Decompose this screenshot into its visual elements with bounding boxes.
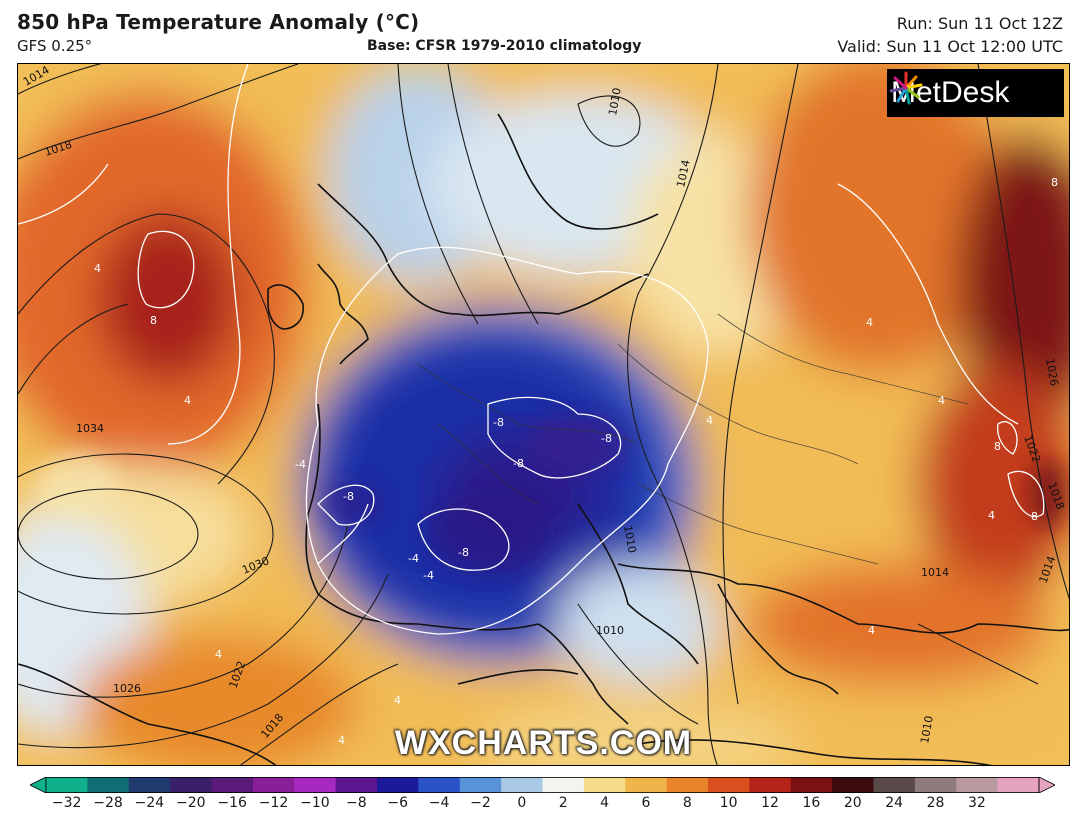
- isobar-label: 1034: [76, 422, 104, 435]
- run-time-label: Run: Sun 11 Oct 12Z: [896, 14, 1063, 33]
- colorbar: [30, 777, 1055, 793]
- colorbar-tick-label: −8: [345, 795, 367, 811]
- colorbar-tick-label: −28: [93, 795, 123, 811]
- metdesk-starburst-icon: [889, 71, 923, 105]
- anomaly-label: 4: [394, 694, 401, 707]
- anomaly-label: 4: [184, 394, 191, 407]
- wxcharts-watermark: WXCHARTS.COM: [394, 724, 693, 762]
- colorbar-segment: [418, 777, 461, 793]
- anomaly-label: 4: [868, 624, 875, 637]
- colorbar-tick-label: 28: [926, 795, 945, 811]
- colorbar-segment: [377, 777, 419, 793]
- anomaly-label: 4: [706, 414, 713, 427]
- anomaly-label: 4: [988, 509, 995, 522]
- anomaly-label: 4: [938, 394, 945, 407]
- colorbar-segment: [583, 777, 626, 793]
- anomaly-map: 1014 1018 1010 1014 1034 1030 1026 1022 …: [17, 63, 1070, 766]
- anomaly-contours: [18, 64, 1045, 635]
- colorbar-tick-label: −24: [134, 795, 165, 811]
- anomaly-label: 4: [338, 734, 345, 747]
- colorbar-segment: [666, 777, 709, 793]
- country-borders: [417, 313, 969, 565]
- anomaly-label: -8: [458, 546, 469, 559]
- anomaly-label: 8: [1051, 176, 1058, 189]
- colorbar-tick-label: −32: [51, 795, 82, 811]
- anomaly-label: -8: [601, 432, 612, 445]
- colorbar-tick-label: −4: [428, 795, 450, 811]
- colorbar-segment: [956, 777, 999, 793]
- metdesk-logo: MetDesk: [887, 69, 1064, 117]
- colorbar-tick-label: −16: [217, 795, 247, 811]
- anomaly-label: -4: [423, 569, 434, 582]
- colorbar-tick-label: −10: [300, 795, 330, 811]
- colorbar-tick-label: −12: [258, 795, 289, 811]
- anomaly-label: 4: [866, 316, 873, 329]
- anomaly-field: [18, 64, 1069, 765]
- colorbar-segment: [87, 777, 130, 793]
- colorbar-segment: [252, 777, 295, 793]
- colorbar-max-arrow: [1038, 777, 1055, 793]
- model-label: GFS 0.25°: [17, 37, 93, 55]
- isobar-label: 1010: [596, 624, 624, 637]
- colorbar-tick-label: −2: [470, 795, 491, 811]
- colorbar-segment: [211, 777, 254, 793]
- anomaly-label: 4: [215, 648, 222, 661]
- climatology-base-label: Base: CFSR 1979-2010 climatology: [367, 38, 642, 54]
- anomaly-labels: 8 4 4 -4 -8 -8 -8 -8 -8 -4 -4 4 4 8 8 8 …: [94, 176, 1058, 747]
- anomaly-label: -4: [295, 458, 306, 471]
- colorbar-segment: [294, 777, 337, 793]
- colorbar-segment: [790, 777, 833, 793]
- colorbar-segment: [708, 777, 750, 793]
- colorbar-tick-label: 10: [719, 795, 738, 811]
- colorbar-segment: [542, 777, 585, 793]
- colorbar-segment: [625, 777, 668, 793]
- map-canvas: 1014 1018 1010 1014 1034 1030 1026 1022 …: [18, 64, 1069, 765]
- colorbar-tick-label: 32: [968, 795, 986, 811]
- anomaly-label: -8: [343, 490, 354, 503]
- anomaly-label: 8: [1031, 510, 1038, 523]
- isobar-label: 1010: [606, 87, 624, 117]
- colorbar-tick-label: 2: [558, 795, 568, 811]
- colorbar-tick-label: 0: [517, 795, 527, 811]
- anomaly-label: 4: [94, 262, 101, 275]
- isobar-label: 1014: [674, 159, 693, 189]
- colorbar-tick-label: 4: [600, 795, 610, 811]
- coastlines: [18, 113, 1069, 765]
- colorbar-tick-label: 12: [761, 795, 779, 811]
- colorbar-tick-label: 20: [843, 795, 862, 811]
- anomaly-label: -4: [408, 552, 419, 565]
- colorbar-segment: [170, 777, 212, 793]
- chart-title: 850 hPa Temperature Anomaly (°C): [17, 10, 420, 34]
- colorbar-tick-label: 6: [641, 795, 651, 811]
- anomaly-label: 8: [150, 314, 157, 327]
- colorbar-segment: [749, 777, 792, 793]
- colorbar-outline: [45, 777, 1040, 793]
- colorbar-tick-label: 8: [682, 795, 692, 811]
- colorbar-tick-label: −20: [176, 795, 206, 811]
- colorbar-tick-label: 24: [885, 795, 904, 811]
- colorbar-segment: [501, 777, 543, 793]
- colorbar-segment: [459, 777, 502, 793]
- anomaly-label: 8: [994, 440, 1001, 453]
- isobar-label: 1010: [621, 524, 639, 554]
- colorbar-segment: [873, 777, 916, 793]
- isobar-label: 1010: [918, 715, 936, 745]
- colorbar-min-arrow: [30, 777, 47, 793]
- colorbar-segment: [997, 777, 1040, 793]
- anomaly-label: -8: [493, 416, 504, 429]
- isobar-label: 1026: [1043, 357, 1061, 387]
- isobar-label: 1014: [921, 566, 949, 579]
- colorbar-segment: [128, 777, 171, 793]
- valid-time-label: Valid: Sun 11 Oct 12:00 UTC: [837, 37, 1063, 56]
- colorbar-segment: [832, 777, 874, 793]
- colorbar-segment: [914, 777, 957, 793]
- colorbar-segment: [46, 777, 88, 793]
- isobar-label: 1026: [113, 682, 141, 695]
- isobars: [18, 64, 1069, 765]
- colorbar-tick-label: −6: [387, 795, 409, 811]
- colorbar-tick-label: 16: [802, 795, 821, 811]
- colorbar-segment: [335, 777, 378, 793]
- colorbar-ticks: −32 −28 −24 −20 −16 −12 −10 −8 −6 −4 −2 0 2 4 6 8 10 12 16…: [0, 795, 1076, 815]
- anomaly-label: -8: [513, 457, 524, 470]
